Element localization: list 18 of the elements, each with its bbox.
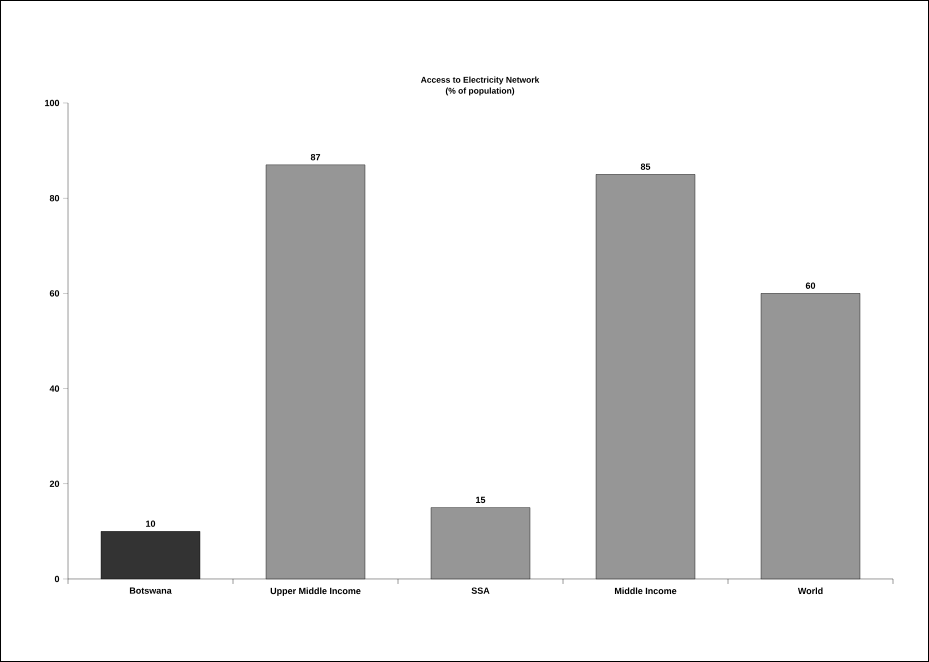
- x-tick-label: Botswana: [130, 588, 172, 594]
- data-label: 87: [310, 154, 320, 160]
- data-label: 10: [146, 520, 156, 527]
- y-tick-label: 40: [50, 385, 60, 392]
- y-tick-label: 100: [45, 100, 60, 106]
- data-label: 60: [806, 282, 816, 289]
- x-tick-label: SSA: [472, 588, 490, 594]
- data-label: 15: [476, 496, 486, 504]
- x-tick-label: World: [798, 588, 823, 594]
- chart-subtitle: (% of population): [446, 88, 514, 96]
- data-label: 85: [640, 164, 650, 170]
- x-tick-label: Middle Income: [614, 588, 676, 594]
- y-tick-label: 80: [50, 195, 60, 202]
- y-tick-label: 20: [50, 480, 60, 487]
- x-tick-label: Upper Middle Income: [270, 588, 361, 596]
- y-tick-label: 0: [54, 576, 60, 582]
- y-tick-label: 60: [50, 290, 60, 297]
- chart-title: Access to Electricity Network: [420, 76, 540, 84]
